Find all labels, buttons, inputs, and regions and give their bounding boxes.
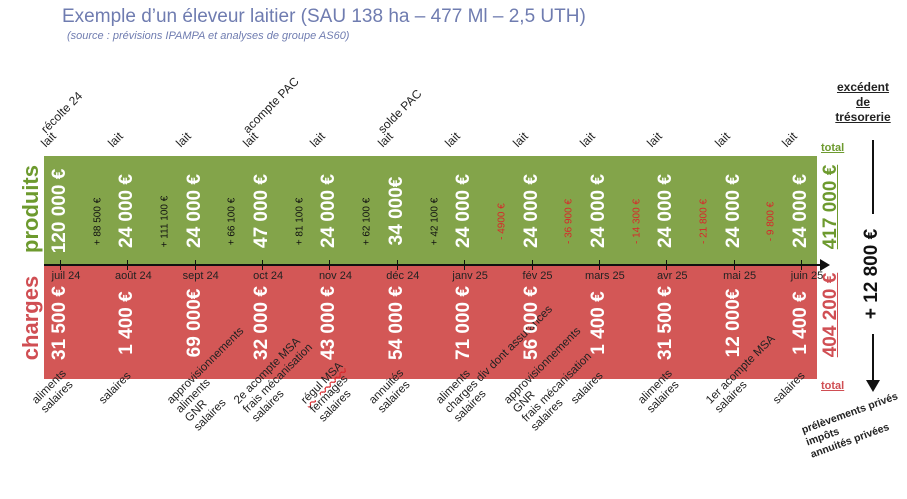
charge-amount: 1 400 € — [587, 291, 609, 355]
produit-source-label: lait — [307, 129, 329, 150]
produit-source-label: solde PAC — [374, 86, 425, 136]
produit-source-label: lait — [577, 129, 598, 150]
produit-source-label: récolte 24 — [38, 88, 86, 136]
page-title: Exemple d’un éleveur laitier (SAU 138 ha… — [62, 6, 586, 27]
cumulative-balance: - 4900 € — [496, 203, 508, 240]
month-label: nov 24 — [318, 270, 352, 282]
month-label: oct 24 — [253, 270, 284, 282]
excedent-line: trésorerie — [835, 110, 891, 124]
timeline-tick — [60, 260, 61, 270]
cumulative-balance: - 14 300 € — [631, 198, 643, 245]
cumulative-balance: + 88 500 € — [92, 197, 104, 246]
produit-amount: 24 000 € — [453, 174, 475, 248]
charge-amount: 31 500 € — [655, 286, 677, 360]
cumulative-balance: + 42 100 € — [429, 197, 440, 246]
cumulative-balance: + 81 100 € — [294, 197, 306, 246]
produit-amount: 24 000 € — [655, 174, 677, 248]
produit-source-label: lait — [38, 129, 59, 150]
month-label: fév 25 — [522, 270, 553, 282]
produit-source-label: lait — [240, 129, 261, 150]
down-arrow-icon — [866, 380, 880, 392]
month-label: juin 25 — [790, 270, 824, 282]
charges-label: charges — [18, 275, 43, 361]
timeline-tick — [531, 260, 533, 270]
cumulative-balance: + 111 100 € — [159, 195, 171, 248]
timeline-arrow-icon — [820, 259, 830, 271]
produit-source-label: lait — [172, 129, 194, 150]
produit-amount: 24 000 € — [183, 174, 205, 248]
charge-amount: 1 400 € — [790, 291, 811, 355]
page-subtitle: (source : prévisions IPAMPA et analyses … — [67, 30, 350, 42]
produit-amount: 47 000 € — [251, 174, 273, 248]
produit-amount: 24 000 € — [520, 174, 542, 248]
produit-amount: 24 000 € — [790, 174, 811, 248]
produit-source-label: lait — [442, 129, 464, 150]
excedent-line: excédent — [836, 80, 890, 94]
produit-amount: 24 000 € — [722, 174, 744, 248]
timeline-tick — [464, 260, 466, 270]
timeline-tick — [194, 260, 196, 270]
total-produits-caption: total — [821, 142, 845, 154]
month-label: déc 24 — [386, 270, 420, 282]
cumulative-balance: + 66 100 € — [226, 197, 238, 246]
excedent-line: de — [855, 95, 870, 109]
excedent-heading: excédent de trésorerie — [828, 80, 898, 125]
produits-label: produits — [18, 165, 43, 253]
excedent-value: + 12 800 € — [861, 214, 883, 334]
cumulative-balance: - 21 800 € — [698, 198, 710, 245]
timeline-tick — [329, 260, 331, 270]
produit-source-label: lait — [644, 129, 666, 150]
timeline-tick — [262, 260, 264, 270]
month-label: mars 25 — [585, 270, 625, 282]
month-label: août 24 — [115, 270, 152, 282]
timeline-axis — [44, 264, 826, 266]
timeline-tick — [127, 260, 129, 270]
charge-amount: 54 000 € — [385, 286, 407, 360]
private-costs: prélèvements privés impôts annuités priv… — [800, 390, 907, 461]
produit-amount: 24 000 € — [116, 174, 138, 248]
produits-band — [44, 156, 817, 265]
charge-amount: 31 500 € — [49, 286, 70, 360]
month-label: sept 24 — [182, 270, 219, 282]
cumulative-balance: - 9 800 € — [765, 201, 777, 242]
produit-source-label: lait — [509, 129, 531, 150]
timeline-tick — [598, 260, 600, 270]
produit-amount: 34 000€ — [385, 176, 407, 246]
month-label: mai 25 — [723, 270, 757, 282]
total-charges-caption: total — [821, 380, 845, 392]
produit-source-label: lait — [711, 129, 733, 150]
charges-band — [44, 265, 817, 379]
produit-source-label: acompte PAC — [240, 74, 302, 136]
charge-amount: 71 000 € — [453, 286, 475, 360]
timeline-tick — [733, 260, 735, 270]
charge-amount: 1 400 € — [116, 291, 138, 355]
cumulative-balance: + 62 100 € — [361, 197, 373, 246]
produit-amount: 120 000 € — [49, 168, 70, 254]
month-label: janv 25 — [452, 270, 488, 282]
cumulative-balance: - 36 900 € — [563, 198, 575, 245]
month-label: juil 24 — [51, 270, 81, 282]
produit-source-label: lait — [374, 129, 396, 150]
timeline-tick — [396, 260, 398, 270]
timeline-tick — [666, 260, 668, 270]
produit-amount: 24 000 € — [587, 174, 609, 248]
month-label: avr 25 — [656, 270, 688, 282]
produit-source-label: lait — [105, 129, 127, 150]
timeline-tick — [801, 260, 802, 270]
produit-amount: 24 000 € — [318, 174, 340, 248]
produit-source-label: lait — [779, 129, 800, 150]
total-charges-value: 404 200 € — [820, 272, 841, 358]
total-produits-value: 417 000 € — [820, 164, 841, 250]
